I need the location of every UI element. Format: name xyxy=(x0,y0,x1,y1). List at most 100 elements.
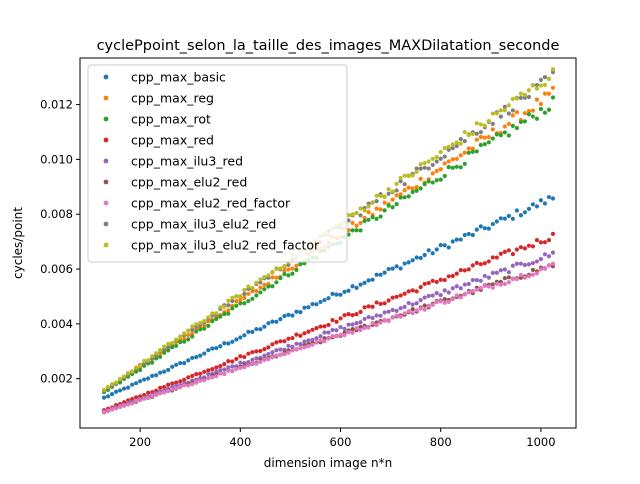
data-point-cpp_max_red xyxy=(474,260,479,266)
data-point-cpp_max_reg xyxy=(186,332,191,338)
data-point-cpp_max_red xyxy=(498,251,503,256)
x-tick-label: 200 xyxy=(129,435,151,449)
data-point-cpp_max_rot xyxy=(242,301,247,306)
data-point-cpp_max_ilu3_elu2_red_factor xyxy=(358,206,363,211)
data-point-cpp_max_elu2_red_factor xyxy=(322,339,327,344)
data-point-cpp_max_ilu3_elu2_red xyxy=(438,156,443,161)
data-point-cpp_max_ilu3_elu2_red_factor xyxy=(154,351,159,356)
data-point-cpp_max_ilu3_elu2_red_factor xyxy=(162,344,167,349)
data-point-cpp_max_ilu3_elu2_red_factor xyxy=(113,380,119,385)
data-point-cpp_max_elu2_red_factor xyxy=(105,408,111,413)
data-point-cpp_max_red xyxy=(426,280,431,286)
data-point-cpp_max_reg xyxy=(474,137,479,142)
data-point-cpp_max_elu2_red_factor xyxy=(514,276,519,282)
data-point-cpp_max_elu2_red_factor xyxy=(109,407,115,412)
data-point-cpp_max_ilu3_elu2_red xyxy=(474,131,479,136)
data-point-cpp_max_ilu3_elu2_red_factor xyxy=(374,193,379,198)
data-point-cpp_max_ilu3_red xyxy=(266,351,271,357)
data-point-cpp_max_red xyxy=(326,322,331,328)
data-point-cpp_max_red xyxy=(342,313,347,318)
data-point-cpp_max_red xyxy=(274,340,279,345)
data-point-cpp_max_reg xyxy=(490,127,495,132)
data-point-cpp_max_reg xyxy=(510,113,515,118)
data-point-cpp_max_elu2_red_factor xyxy=(182,383,187,388)
data-point-cpp_max_basic xyxy=(158,370,163,375)
data-point-cpp_max_basic xyxy=(138,379,143,384)
data-point-cpp_max_reg xyxy=(350,220,355,225)
data-point-cpp_max_reg xyxy=(390,197,395,202)
data-point-cpp_max_red xyxy=(302,331,307,336)
data-point-cpp_max_red xyxy=(454,271,459,276)
data-point-cpp_max_elu2_red_factor xyxy=(238,365,243,371)
data-point-cpp_max_elu2_red_factor xyxy=(198,378,203,383)
data-point-cpp_max_red xyxy=(382,301,387,306)
x-axis: 200 400 600 800 1000 xyxy=(129,428,556,449)
data-point-cpp_max_red xyxy=(254,349,259,354)
data-point-cpp_max_elu2_red_factor xyxy=(278,352,283,357)
data-point-cpp_max_elu2_red_factor xyxy=(346,330,351,335)
data-point-cpp_max_rot xyxy=(470,149,475,154)
data-point-cpp_max_elu2_red_factor xyxy=(318,338,323,343)
data-point-cpp_max_reg xyxy=(542,91,548,96)
data-point-cpp_max_basic xyxy=(166,367,171,373)
data-point-cpp_max_red xyxy=(546,238,552,243)
data-point-cpp_max_ilu3_red xyxy=(486,275,491,280)
data-point-cpp_max_basic xyxy=(466,231,471,237)
data-point-cpp_max_rot xyxy=(290,271,295,276)
data-point-cpp_max_rot xyxy=(434,178,439,183)
data-point-cpp_max_ilu3_elu2_red xyxy=(458,136,463,142)
data-point-cpp_max_basic xyxy=(242,333,247,338)
data-point-cpp_max_basic xyxy=(238,335,243,340)
data-point-cpp_max_basic xyxy=(126,385,131,390)
data-point-cpp_max_elu2_red_factor xyxy=(546,263,552,268)
data-point-cpp_max_rot xyxy=(474,149,479,154)
data-point-cpp_max_ilu3_elu2_red xyxy=(430,162,435,168)
data-point-cpp_max_basic xyxy=(246,329,251,334)
data-point-cpp_max_reg xyxy=(506,121,511,127)
data-point-cpp_max_rot xyxy=(518,119,523,125)
data-point-cpp_max_red xyxy=(162,384,167,390)
data-point-cpp_max_elu2_red_factor xyxy=(306,344,311,349)
data-point-cpp_max_ilu3_red xyxy=(358,320,363,325)
data-point-cpp_max_ilu3_red xyxy=(498,268,503,273)
data-point-cpp_max_elu2_red_factor xyxy=(538,267,544,272)
data-point-cpp_max_basic xyxy=(370,277,375,282)
data-point-cpp_max_basic xyxy=(478,224,483,229)
data-point-cpp_max_rot xyxy=(510,123,515,129)
data-point-cpp_max_ilu3_elu2_red xyxy=(450,146,455,151)
data-point-cpp_max_ilu3_elu2_red_factor xyxy=(158,348,163,353)
data-point-cpp_max_ilu3_elu2_red xyxy=(442,154,447,159)
data-point-cpp_max_rot xyxy=(174,343,179,348)
data-point-cpp_max_ilu3_elu2_red_factor xyxy=(430,156,435,161)
data-point-cpp_max_ilu3_elu2_red_factor xyxy=(354,210,359,216)
data-point-cpp_max_rot xyxy=(526,112,532,117)
data-point-cpp_max_ilu3_elu2_red_factor xyxy=(502,108,507,113)
data-point-cpp_max_ilu3_red xyxy=(362,316,367,322)
data-point-cpp_max_red xyxy=(358,309,363,315)
data-point-cpp_max_ilu3_red xyxy=(466,281,471,287)
y-tick-label: 0.002 xyxy=(40,372,73,386)
data-point-cpp_max_basic xyxy=(326,296,331,301)
data-point-cpp_max_red xyxy=(466,267,471,272)
data-point-cpp_max_rot xyxy=(198,327,203,332)
data-point-cpp_max_rot xyxy=(402,195,407,200)
data-point-cpp_max_elu2_red_factor xyxy=(270,355,275,360)
data-point-cpp_max_red xyxy=(194,372,199,377)
data-point-cpp_max_ilu3_elu2_red_factor xyxy=(146,357,151,363)
data-point-cpp_max_elu2_red_factor xyxy=(134,399,139,404)
data-point-cpp_max_elu2_red_factor xyxy=(542,266,548,271)
data-point-cpp_max_ilu3_elu2_red_factor xyxy=(478,122,483,127)
data-point-cpp_max_ilu3_elu2_red_factor xyxy=(426,159,431,164)
data-point-cpp_max_red xyxy=(514,247,519,252)
data-point-cpp_max_rot xyxy=(234,303,239,308)
data-point-cpp_max_ilu3_red xyxy=(470,277,475,283)
data-point-cpp_max_red xyxy=(442,277,447,283)
data-point-cpp_max_basic xyxy=(130,382,135,387)
data-point-cpp_max_rot xyxy=(378,214,383,219)
data-point-cpp_max_red xyxy=(526,243,532,248)
data-point-cpp_max_rot xyxy=(374,216,379,221)
data-point-cpp_max_rot xyxy=(514,125,519,131)
data-point-cpp_max_elu2_red_factor xyxy=(314,340,319,345)
data-point-cpp_max_elu2_red_factor xyxy=(522,275,528,280)
